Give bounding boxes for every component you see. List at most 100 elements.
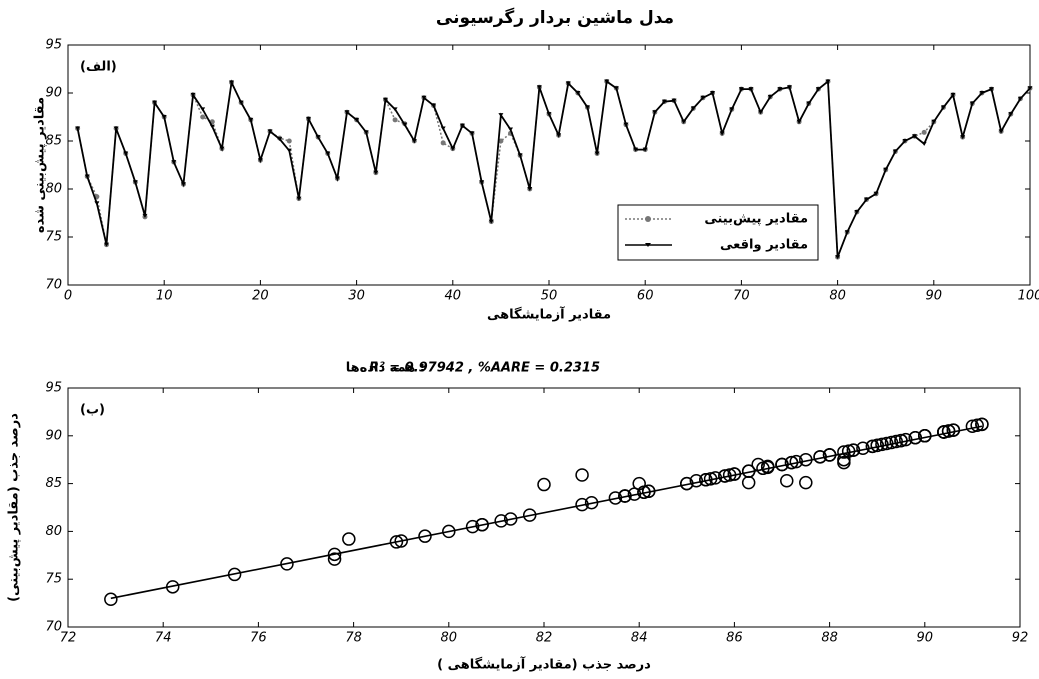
point — [296, 196, 302, 201]
plot-area — [67, 44, 1031, 286]
point — [767, 94, 773, 99]
point — [689, 473, 704, 488]
x-tick-label: 60 — [637, 289, 654, 304]
plot-area — [67, 387, 1021, 628]
x-tick-label: 40 — [445, 289, 462, 304]
legend-label: مقادیر واقعی — [720, 238, 808, 253]
point — [475, 517, 489, 532]
x-tick-label: 100 — [1018, 289, 1039, 304]
point — [450, 146, 456, 151]
point — [775, 457, 789, 472]
point — [722, 468, 737, 482]
point — [431, 103, 437, 108]
y-tick-label: 75 — [45, 572, 62, 587]
point — [392, 107, 398, 112]
point — [389, 535, 404, 549]
y-tick-label: 90 — [45, 86, 62, 101]
point — [363, 130, 369, 135]
point — [950, 92, 956, 97]
point — [286, 148, 292, 153]
point — [113, 126, 119, 131]
point — [661, 99, 667, 104]
point — [700, 95, 706, 100]
x-tick-label: 80 — [829, 289, 846, 304]
point — [856, 441, 870, 455]
point — [527, 187, 533, 191]
point — [536, 85, 542, 90]
y-tick-label: 70 — [45, 278, 62, 293]
point — [267, 129, 273, 134]
point — [908, 430, 923, 445]
point — [546, 112, 552, 117]
y-tick-label: 85 — [45, 134, 62, 149]
point — [699, 473, 713, 487]
point — [522, 508, 537, 522]
point — [940, 105, 946, 110]
legend-marker — [645, 243, 651, 247]
point — [727, 467, 742, 481]
point — [652, 110, 658, 115]
panel-label: (ب) — [80, 403, 105, 418]
point — [884, 435, 899, 450]
point — [248, 117, 254, 122]
y-tick-label: 75 — [45, 230, 62, 245]
point — [931, 119, 937, 124]
x-tick-label: 90 — [917, 631, 934, 646]
point — [969, 101, 975, 106]
point — [342, 532, 356, 546]
x-tick-label: 50 — [541, 289, 558, 304]
point — [556, 133, 562, 138]
point — [641, 484, 656, 498]
point — [1017, 96, 1023, 101]
point — [894, 433, 908, 448]
point — [123, 151, 129, 156]
point — [421, 95, 427, 100]
point — [469, 131, 475, 136]
x-tick-label: 88 — [821, 631, 838, 646]
point — [209, 124, 215, 129]
point — [411, 139, 417, 143]
point — [835, 255, 841, 260]
point — [946, 423, 961, 437]
point — [708, 471, 723, 485]
x-tick-label: 78 — [345, 631, 362, 646]
y-tick-label: 70 — [45, 620, 62, 635]
point — [152, 100, 158, 105]
point — [238, 100, 244, 105]
point — [575, 468, 589, 482]
point — [789, 454, 804, 469]
point — [498, 138, 504, 144]
point — [373, 170, 379, 175]
point — [344, 110, 350, 115]
x-tick-label: 90 — [926, 289, 943, 304]
x-tick-label: 82 — [536, 631, 553, 646]
point — [608, 491, 623, 505]
x-tick-label: 10 — [156, 289, 173, 304]
point — [488, 219, 494, 224]
point — [200, 114, 206, 120]
point — [902, 139, 908, 143]
point — [756, 461, 770, 476]
point — [912, 134, 918, 139]
point — [970, 418, 984, 433]
point — [354, 117, 360, 122]
point — [418, 529, 432, 543]
point — [382, 97, 388, 102]
point — [921, 129, 927, 135]
y-axis-label: درصد جذب (مقادیر پیش‌بینی) — [7, 413, 22, 602]
legend-marker — [645, 216, 651, 222]
point — [103, 242, 109, 247]
point — [879, 436, 894, 451]
point — [479, 180, 485, 185]
point — [503, 512, 518, 526]
point — [537, 477, 551, 492]
point — [94, 201, 100, 206]
point — [165, 580, 180, 594]
point — [837, 445, 851, 459]
point — [758, 110, 764, 115]
series-line — [76, 79, 1031, 258]
point — [1008, 112, 1014, 117]
point — [392, 117, 398, 123]
point — [633, 147, 639, 152]
legend-box — [617, 204, 819, 261]
